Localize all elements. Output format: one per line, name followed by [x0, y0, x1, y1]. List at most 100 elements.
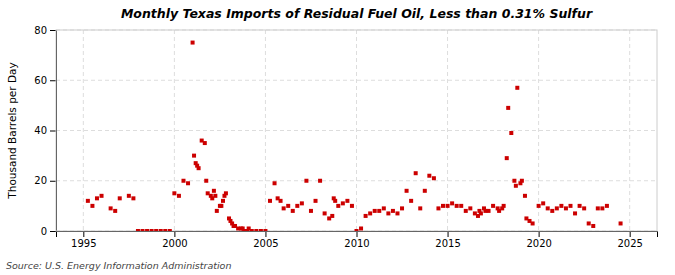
x-grid-line [629, 30, 630, 231]
point [100, 194, 104, 198]
point [382, 206, 386, 210]
point [254, 229, 258, 231]
point [355, 229, 359, 231]
point [213, 194, 217, 198]
point [446, 204, 450, 208]
point [90, 204, 94, 208]
point [145, 229, 149, 231]
point [591, 224, 595, 228]
point [568, 204, 572, 208]
y-tick-label: 80 [34, 25, 47, 36]
point [391, 209, 395, 213]
x-tick-mark [630, 231, 631, 237]
x-grid-line [356, 30, 357, 231]
point [441, 204, 445, 208]
point [333, 199, 337, 203]
point [224, 191, 228, 195]
x-tick: 2025 [617, 231, 642, 249]
point [197, 166, 201, 170]
point [427, 174, 431, 178]
y-tick-mark [50, 80, 56, 81]
point [250, 229, 254, 231]
point [330, 214, 334, 218]
point [515, 86, 519, 90]
point [555, 206, 559, 210]
y-tick-label: 0 [41, 226, 47, 237]
point [336, 204, 340, 208]
point [491, 204, 495, 208]
x-axis-line [57, 232, 658, 238]
point [191, 41, 195, 45]
point [468, 206, 472, 210]
point [546, 206, 550, 210]
point [259, 229, 263, 231]
x-tick: 1995 [71, 231, 96, 249]
point [314, 199, 318, 203]
point [395, 211, 399, 215]
title: Monthly Texas Imports of Residual Fuel O… [121, 6, 593, 21]
point [559, 204, 563, 208]
point [596, 206, 600, 210]
y-tick-mark [50, 30, 56, 31]
point [436, 206, 440, 210]
point [537, 204, 541, 208]
y-tick-mark [50, 131, 56, 132]
x-axis: 1995 2000 2005 2010 2015 2020 2025 [57, 231, 658, 249]
point [479, 211, 483, 215]
x-tick-mark [83, 231, 84, 237]
point [450, 201, 454, 205]
point [318, 179, 322, 183]
x-tick-label: 2010 [344, 238, 369, 249]
point [273, 181, 277, 185]
point [373, 209, 377, 213]
point [345, 199, 349, 203]
point [127, 194, 131, 198]
point [455, 204, 459, 208]
x-tick: 2005 [253, 231, 278, 249]
point [109, 206, 113, 210]
point [432, 176, 436, 180]
y-axis-title: Thousand Barrels per Day [6, 62, 18, 199]
point [186, 181, 190, 185]
point [300, 201, 304, 205]
point [154, 229, 158, 231]
point [405, 189, 409, 193]
x-tick-label: 2020 [526, 238, 551, 249]
y-tick: 20 [34, 175, 56, 186]
point [464, 209, 468, 213]
x-tick-mark [539, 231, 540, 237]
x-tick: 2000 [162, 231, 187, 249]
point [286, 204, 290, 208]
x-tick-mark [174, 231, 175, 237]
point [514, 184, 518, 188]
point [323, 211, 327, 215]
point [291, 209, 295, 213]
point [400, 206, 404, 210]
source-note: Source: U.S. Energy Information Administ… [6, 260, 231, 271]
x-grid-line [174, 30, 175, 231]
x-tick-label: 2015 [435, 238, 460, 249]
point [487, 209, 491, 213]
x-tick-label: 2000 [162, 238, 187, 249]
y-tick: 80 [34, 25, 56, 36]
point [221, 199, 225, 203]
point [131, 196, 135, 200]
point [368, 211, 372, 215]
x-tick-label: 1995 [71, 238, 96, 249]
y-tick: 60 [34, 75, 56, 86]
points [86, 41, 623, 231]
x-grid-line [265, 30, 266, 231]
point [177, 194, 181, 198]
y-tick: 0 [41, 226, 56, 237]
chart: 1995 2000 2005 2010 2015 2020 2025 0 20 40 60 80 Mon… [0, 0, 675, 275]
point [619, 221, 623, 225]
point [150, 229, 154, 231]
x-tick: 2015 [435, 231, 460, 249]
point [192, 154, 196, 158]
point [423, 189, 427, 193]
point [136, 229, 140, 231]
y-tick-mark [50, 231, 56, 232]
y-tick-label: 40 [34, 125, 47, 136]
y-tick-label: 20 [34, 175, 47, 186]
point [600, 206, 604, 210]
